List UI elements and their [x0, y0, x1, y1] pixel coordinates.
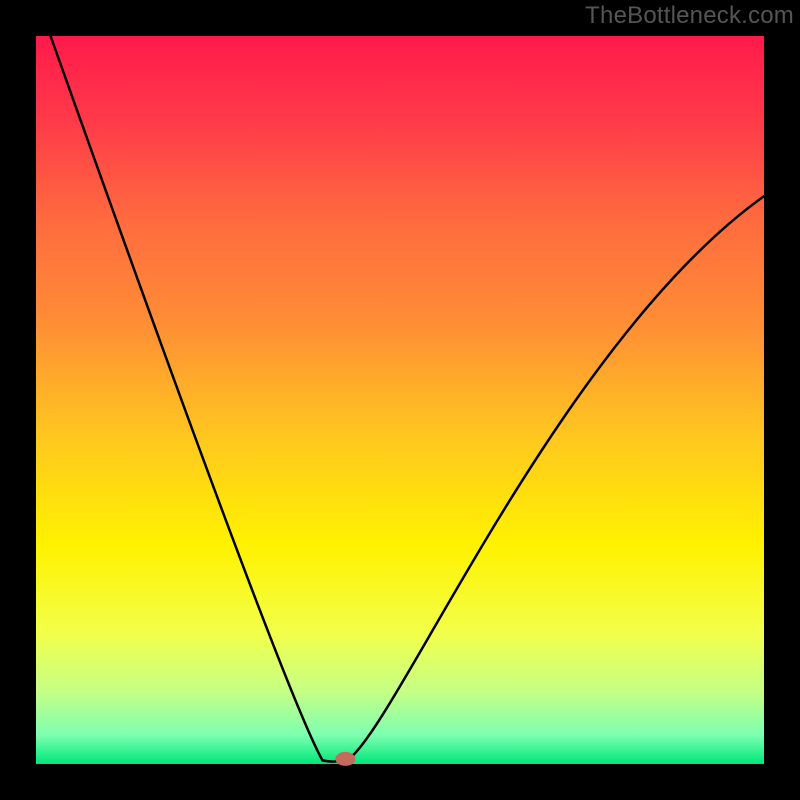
chart-container: TheBottleneck.com: [0, 0, 800, 800]
bottleneck-chart: [0, 0, 800, 800]
gradient-background: [36, 36, 764, 764]
optimal-point-marker: [335, 752, 355, 766]
watermark-text: TheBottleneck.com: [585, 2, 794, 30]
